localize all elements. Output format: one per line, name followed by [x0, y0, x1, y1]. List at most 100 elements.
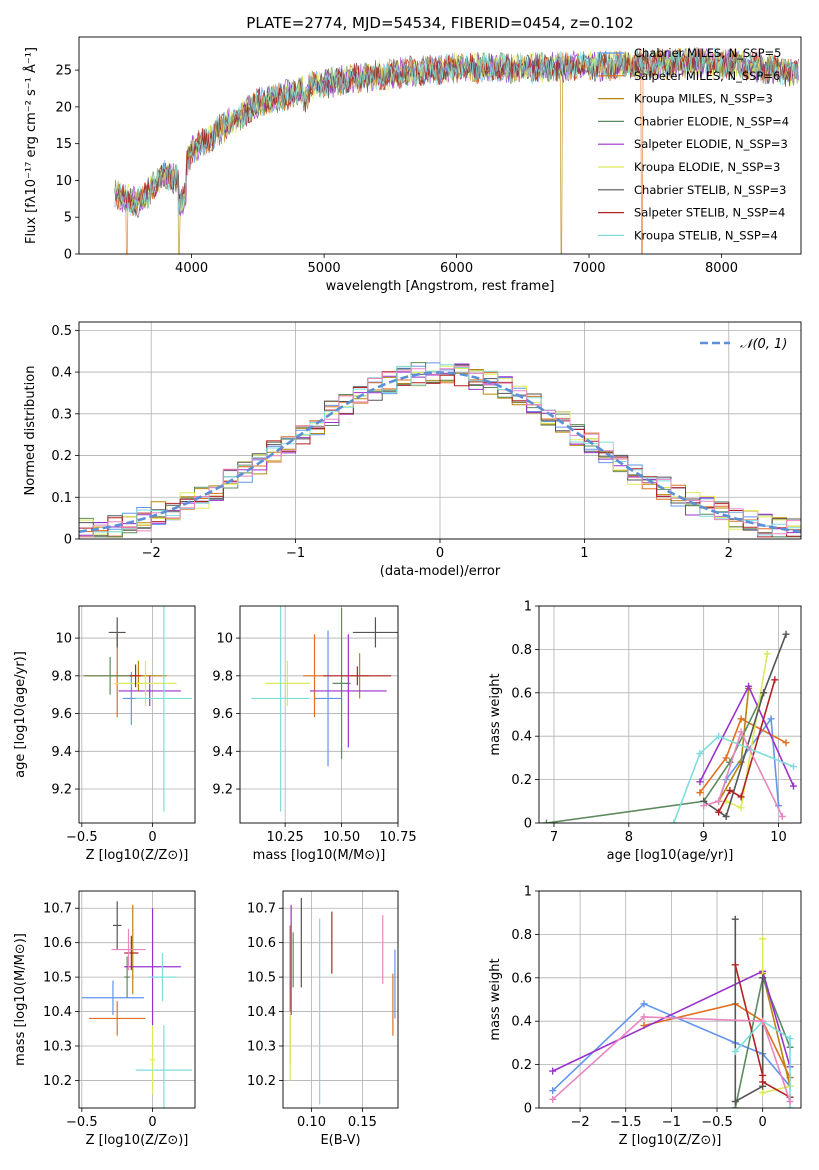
y-tick-label: 0.5 [51, 324, 72, 339]
weight-marker [722, 754, 730, 762]
data-point [129, 664, 142, 688]
data-point [135, 606, 193, 812]
weight-marker [737, 728, 745, 736]
panel-mass-vs-EBV: 0.10 0.15 10.2 10.3 10.4 10.5 10.6 10.7 E(B-V) [247, 890, 399, 1148]
weight-marker [549, 1067, 557, 1075]
y-tick-label: 10.2 [43, 1074, 72, 1089]
panel-age-vs-mass: 10.25 10.50 10.75 9.2 9.4 9.6 9.8 10 mass [log10… [212, 605, 417, 863]
weight-marker [786, 1104, 794, 1108]
weight-line [717, 679, 776, 813]
x-tick-label: −0.5 [66, 830, 98, 845]
data-point [135, 1025, 193, 1108]
data-point [88, 1001, 146, 1036]
y-axis-label: mass weight [488, 673, 503, 755]
y-tick-label: 20 [55, 100, 72, 115]
y-tick-label: 9.6 [212, 707, 233, 722]
axes-frame [239, 605, 399, 824]
x-axis-label: age [log10(age/yr)] [607, 848, 734, 863]
histogram-step [79, 371, 801, 538]
normal-curve [79, 371, 801, 533]
x-tick-label: 4000 [175, 261, 208, 276]
legend-entry: Kroupa STELIB, N_SSP=4 [634, 228, 778, 242]
x-tick-label: 10.75 [379, 830, 416, 845]
weight-line [552, 1016, 791, 1102]
x-axis-label: E(B-V) [320, 1133, 360, 1148]
weight-marker [549, 1087, 557, 1095]
weight-marker [745, 682, 753, 690]
y-tick-label: 10.7 [43, 902, 72, 917]
weight-series [759, 935, 794, 1097]
weight-marker [715, 797, 723, 805]
weight-marker [731, 915, 739, 923]
weight-series [696, 682, 798, 790]
y-tick-label: 0.1 [51, 491, 72, 506]
x-tick-label: −1 [662, 1115, 681, 1130]
weight-marker [549, 1095, 557, 1103]
y-tick-label: 0.4 [51, 366, 72, 381]
weight-marker [778, 812, 786, 820]
weight-marker [542, 819, 550, 823]
y-tick-label: 9.2 [212, 783, 233, 798]
legend-entry: Salpeter STELIB, N_SSP=4 [634, 206, 785, 220]
weight-marker [696, 778, 704, 786]
weight-marker [759, 935, 767, 943]
x-tick-label: 7000 [572, 261, 605, 276]
y-tick-label: 10.3 [43, 1040, 72, 1055]
panel-residuals: −2 −1 0 1 2 0 0.1 0.2 0.3 0.4 0.5 (data-model)/erro… [23, 321, 802, 579]
weight-line [725, 653, 769, 809]
weight-series [731, 915, 767, 1105]
chart-title: PLATE=2774, MJD=54534, FIBERID=0454, z=0… [246, 14, 633, 32]
weight-marker [670, 819, 678, 823]
y-tick-label: 10.6 [43, 936, 72, 951]
data-point [303, 634, 326, 718]
x-tick-label: 0 [148, 830, 156, 845]
data-point [124, 908, 181, 1026]
weight-marker [760, 689, 768, 697]
x-tick-label: 2 [725, 546, 733, 561]
x-tick-label: 0 [436, 546, 444, 561]
y-tick-label: 10.5 [43, 971, 72, 986]
x-axis-label: (data-model)/error [380, 564, 501, 579]
y-tick-label: 0.2 [51, 449, 72, 464]
weight-line [672, 735, 794, 823]
plot-area [289, 897, 396, 1105]
data-point [264, 660, 310, 707]
legend-entry: Chabrier MILES, N_SSP=5 [634, 46, 781, 60]
legend-entry: Salpeter MILES, N_SSP=6 [634, 69, 780, 83]
panel-weight-vs-Z: −2 −1.5 −1 −0.5 0 0 0.2 0.4 0.6 0.8 1 Z [log10(Z/Z⊙… [488, 885, 802, 1148]
legend: Chabrier MILES, N_SSP=5 Salpeter MILES, N… [598, 46, 789, 242]
y-tick-label: 9.8 [212, 669, 233, 684]
weight-marker [731, 961, 739, 969]
x-axis-label: mass [log10(M/M⊙)] [253, 848, 386, 863]
y-tick-label: 9.4 [51, 745, 72, 760]
x-tick-label: 7 [550, 830, 558, 845]
x-tick-label: 10.25 [267, 830, 304, 845]
weight-marker [731, 1104, 739, 1108]
weight-marker [786, 1097, 794, 1105]
weight-marker [790, 782, 798, 790]
x-tick-label: 0 [759, 1115, 767, 1130]
plot-area [251, 606, 398, 812]
y-tick-label: 1 [524, 600, 532, 615]
y-tick-label: 0 [64, 248, 72, 263]
x-tick-label: 9 [700, 830, 708, 845]
y-tick-label: 0.8 [511, 643, 532, 658]
x-tick-label: −1 [286, 546, 305, 561]
weight-line [703, 633, 787, 818]
plot-area [81, 901, 193, 1108]
y-tick-label: 9.6 [51, 707, 72, 722]
y-tick-label: 9.2 [51, 783, 72, 798]
x-tick-label: −1.5 [610, 1115, 642, 1130]
weight-marker [790, 763, 798, 771]
legend-entry: Chabrier ELODIE, N_SSP=4 [634, 114, 789, 128]
weight-marker [786, 1035, 794, 1043]
plot-area [79, 362, 801, 538]
x-tick-label: 1 [580, 546, 588, 561]
x-tick-label: 10.50 [323, 830, 360, 845]
y-axis-label: mass weight [488, 958, 503, 1040]
data-point [84, 656, 136, 695]
data-point [112, 901, 122, 950]
y-tick-label: 0 [524, 1102, 532, 1117]
axes-frame [78, 605, 196, 824]
